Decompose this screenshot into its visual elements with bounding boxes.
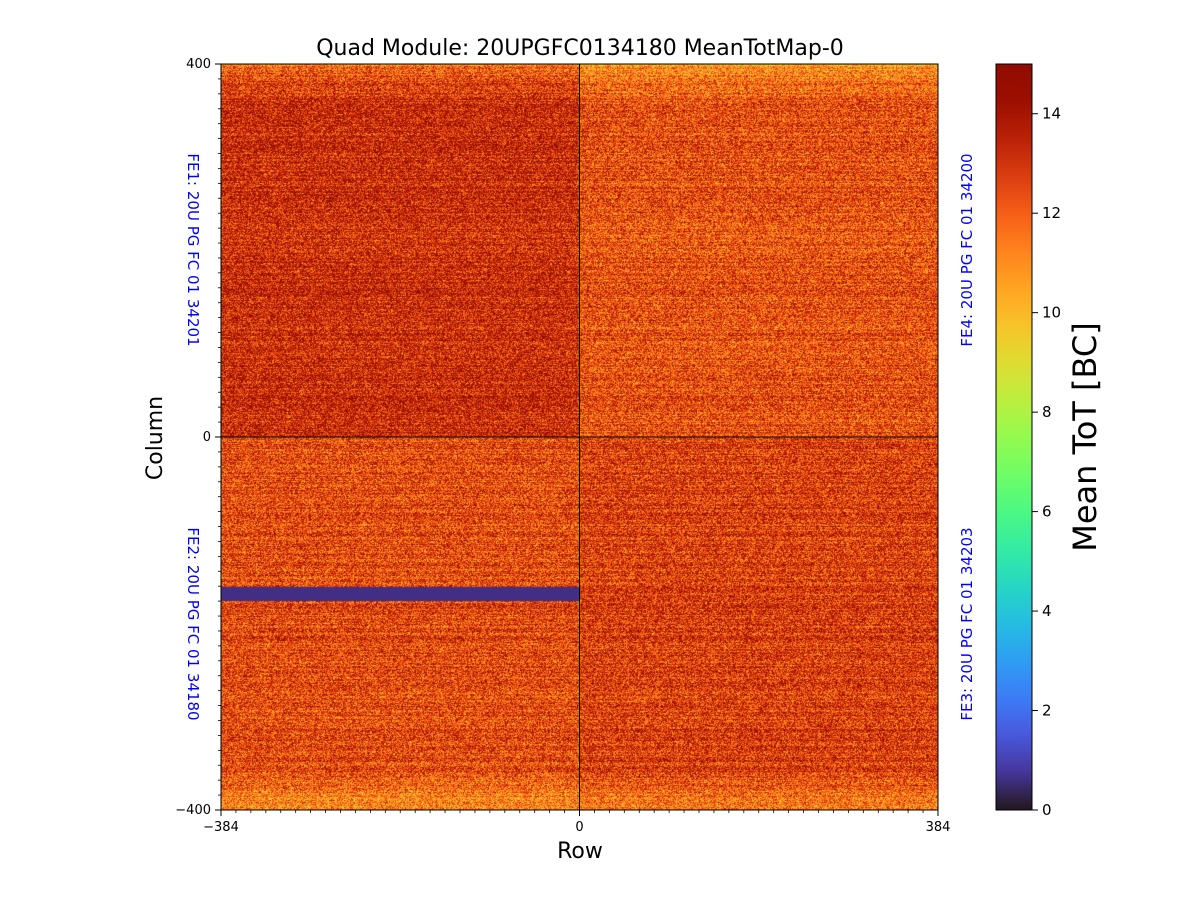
fe4-chip-label: FE4: 20U PG FC 01 34200 xyxy=(958,153,976,346)
colorbar-tick-label: 8 xyxy=(1042,403,1052,421)
colorbar-tick-label: 4 xyxy=(1042,602,1052,620)
y-tick-label: 0 xyxy=(203,430,211,445)
y-axis-label: Column xyxy=(143,396,168,480)
colorbar xyxy=(995,63,1033,811)
colorbar-tick-label: 0 xyxy=(1042,801,1052,819)
fe1-chip-label: FE1: 20U PG FC 01 34201 xyxy=(184,153,202,346)
x-tick-label: 0 xyxy=(575,820,583,835)
x-tick-label: −384 xyxy=(203,820,239,835)
fe2-chip-label: FE2: 20U PG FC 01 34180 xyxy=(184,527,202,720)
y-tick-label: −400 xyxy=(175,803,211,818)
y-tick-label: 400 xyxy=(186,57,211,72)
colorbar-tick-label: 6 xyxy=(1042,503,1052,521)
x-tick-label: 384 xyxy=(926,820,951,835)
colorbar-tick-label: 10 xyxy=(1042,304,1061,322)
colorbar-tick-label: 12 xyxy=(1042,204,1061,222)
colorbar-label: Mean ToT [BC] xyxy=(1066,322,1104,551)
chart-title: Quad Module: 20UPGFC0134180 MeanTotMap-0 xyxy=(316,36,844,61)
x-axis-label: Row xyxy=(557,839,603,864)
fe3-chip-label: FE3: 20U PG FC 01 34203 xyxy=(958,527,976,720)
colorbar-tick-label: 14 xyxy=(1042,105,1061,123)
colorbar-tick-label: 2 xyxy=(1042,702,1052,720)
mark-layer: −384 0 384 −400 0 400 0 2 4 6 8 10 12 14 xyxy=(175,57,1061,835)
